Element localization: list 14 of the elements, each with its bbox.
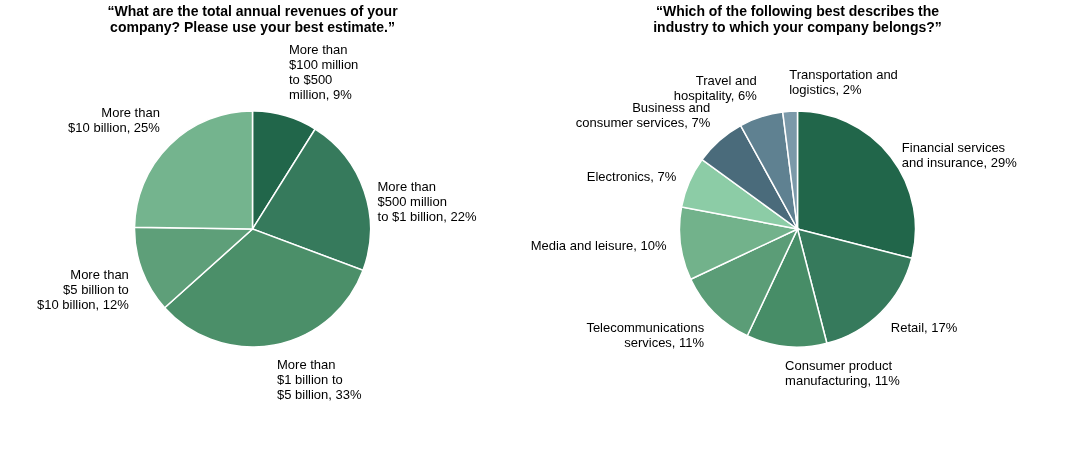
slice-label: Retail, 17% [890,320,958,336]
chart-title: “What are the total annual revenues of your company? Please use your best estimate.” [107,3,399,35]
chart-title: “Which of the following best describes the industry to which your company belongs?” [653,3,942,35]
slice-label: More than $10 billion, 25% [68,104,161,135]
slice-label: Consumer product manufacturing, 11% [785,358,901,389]
slice-label: Telecommunications services, 11% [586,320,705,351]
slice-label: Media and leisure, 10% [530,237,667,253]
slice-label: More than $1 billion to $5 billion, 33% [276,356,362,402]
slice-label: More than $500 million to $1 billion, 22% [377,178,477,224]
slice-label: Financial services and insurance, 29% [901,140,1018,171]
slice-label: Electronics, 7% [586,168,677,184]
slice-label: More than $100 million to $500 million, 9% [288,42,359,103]
slice-label: Transportation and logistics, 2% [789,67,898,98]
slice-label: More than $5 billion to $10 billion, 12% [37,267,130,313]
